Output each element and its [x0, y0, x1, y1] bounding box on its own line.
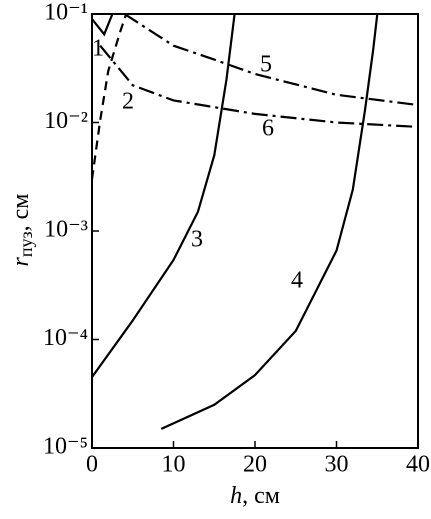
- y-axis-label: rпуз, см: [8, 194, 37, 267]
- curve-label: 6: [262, 116, 274, 142]
- x-tick-label: 10: [162, 452, 186, 478]
- y-tick-label: 10⁻²: [44, 108, 88, 134]
- curve: [92, 14, 128, 180]
- curve: [124, 14, 418, 107]
- curve-label: 2: [122, 89, 134, 115]
- curve-label: 3: [191, 227, 203, 253]
- x-tick-label: 0: [86, 452, 98, 478]
- x-tick-label: 20: [243, 452, 267, 478]
- curve: [99, 45, 418, 128]
- y-tick-label: 10⁻¹: [44, 0, 88, 26]
- curve: [160, 14, 379, 430]
- y-tick-label: 10⁻⁵: [43, 434, 88, 460]
- x-tick-label: 30: [325, 452, 349, 478]
- x-label-main: h: [230, 483, 242, 509]
- x-tick-label: 40: [406, 452, 430, 478]
- y-label-main: r: [8, 256, 34, 266]
- curve-label: 1: [92, 36, 104, 62]
- y-tick-label: 10⁻⁴: [43, 325, 88, 351]
- y-tick-label: 10⁻³: [44, 217, 88, 243]
- y-label-unit: , см: [8, 194, 34, 232]
- curve: [92, 14, 236, 378]
- x-label-unit: , см: [242, 483, 280, 509]
- x-axis-label: h, см: [230, 483, 280, 509]
- curve: [92, 14, 114, 37]
- curve-label: 4: [291, 268, 303, 294]
- curve-label: 5: [260, 52, 272, 78]
- y-label-sub: пуз: [16, 231, 36, 257]
